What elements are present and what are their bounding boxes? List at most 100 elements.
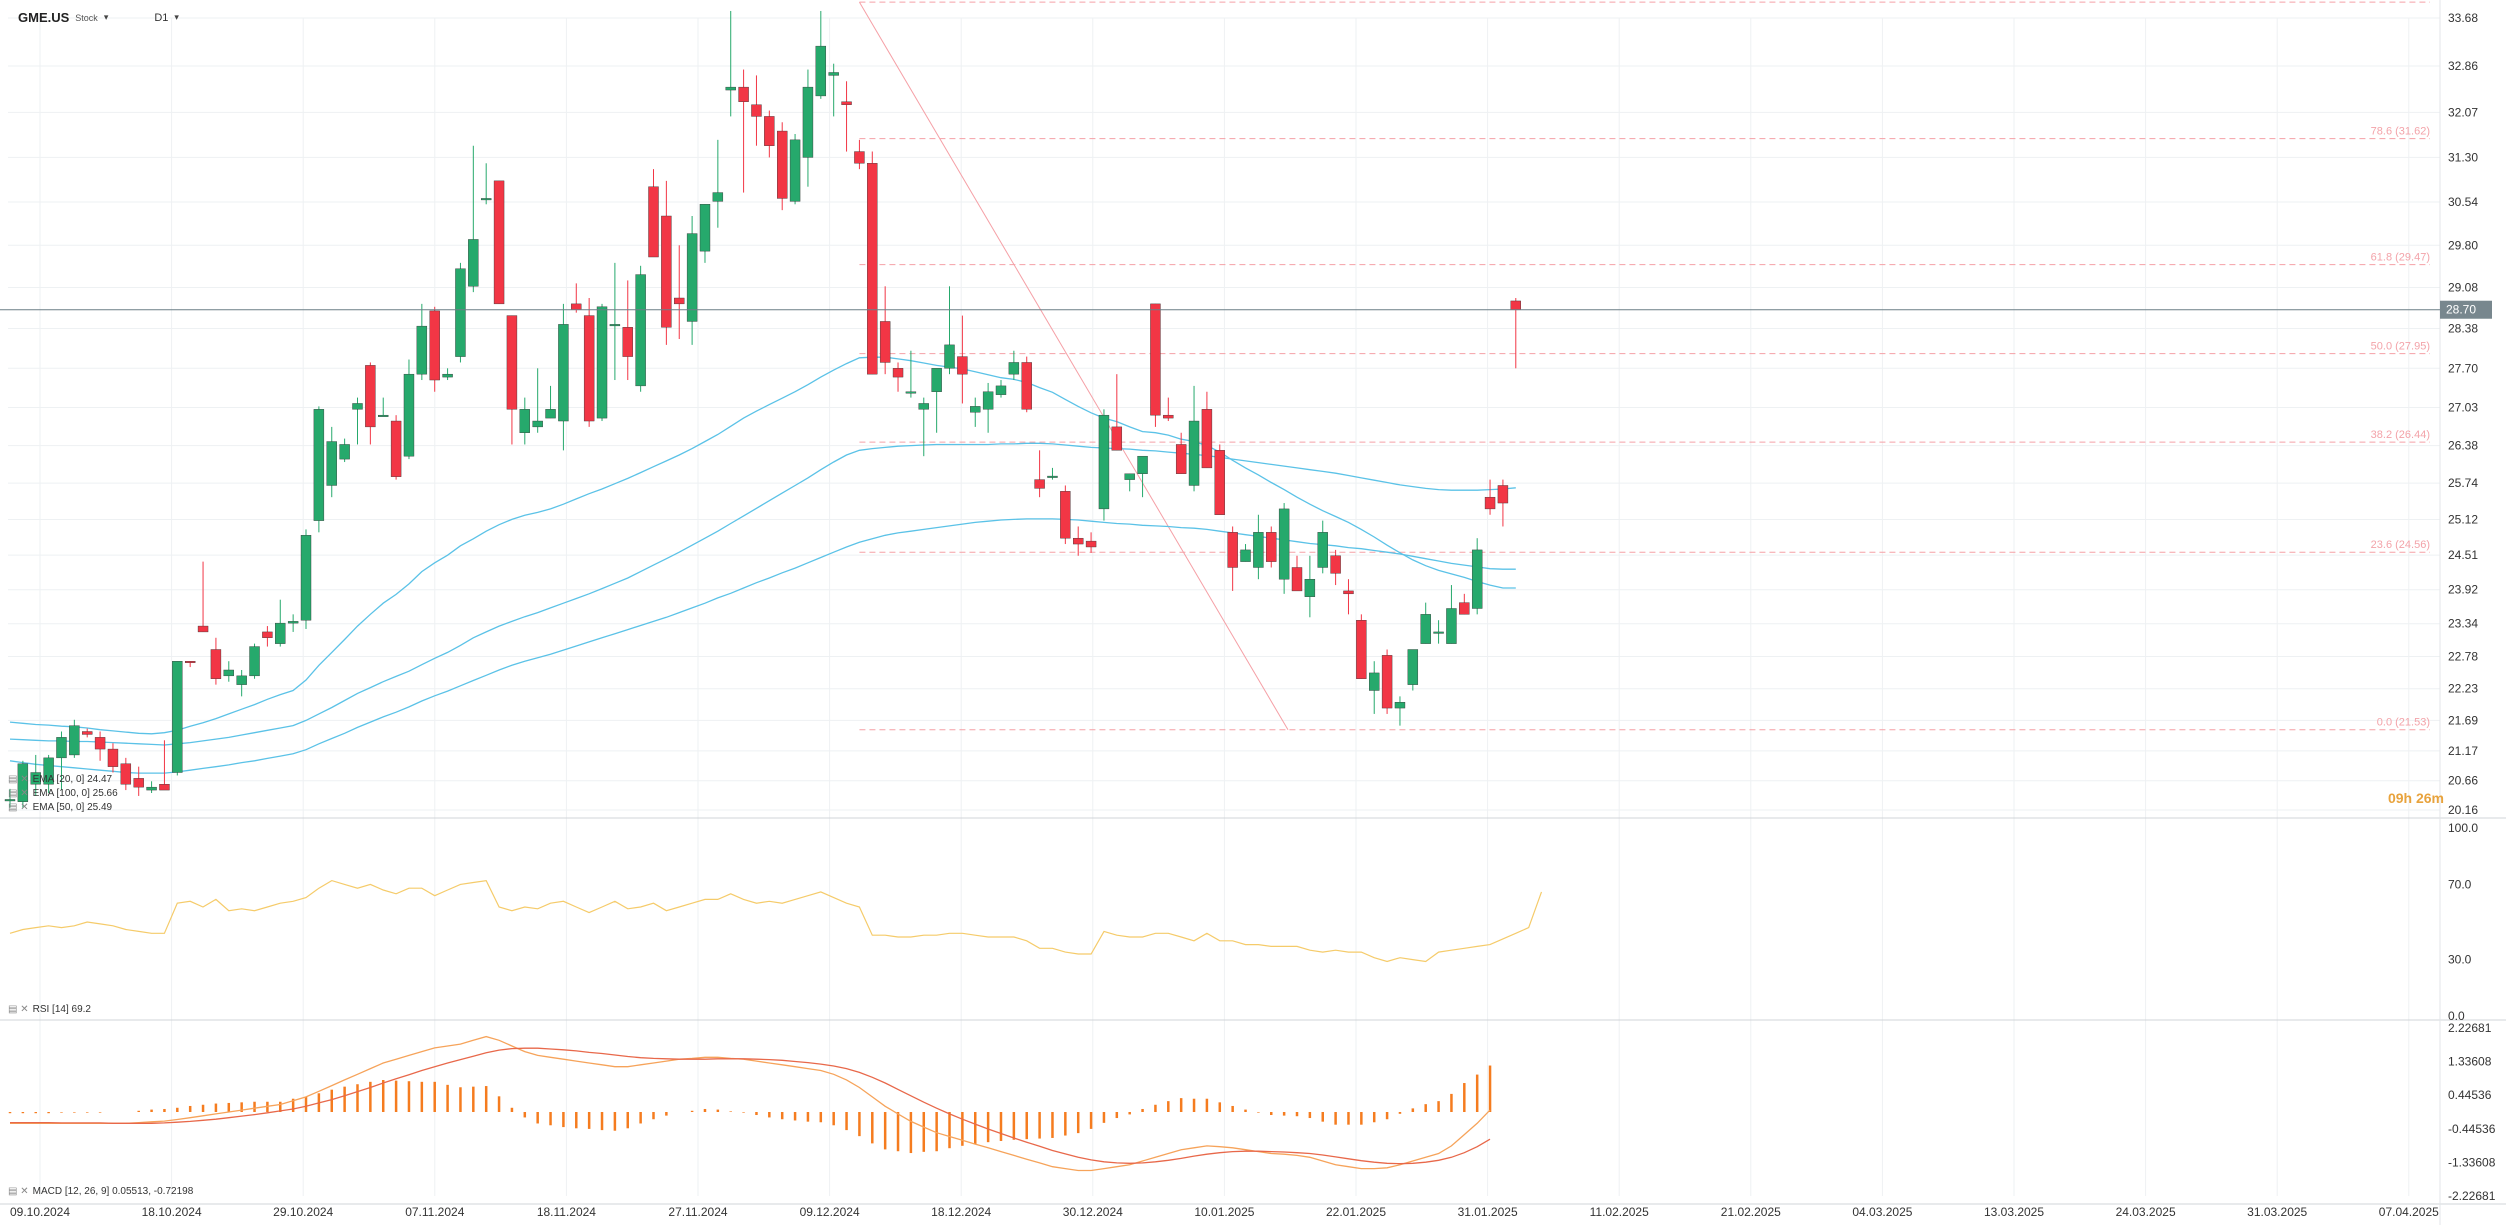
candle-bullish — [352, 397, 363, 445]
candle-bullish — [1407, 649, 1419, 691]
candle-body — [159, 784, 170, 791]
candle-bearish — [262, 626, 273, 647]
candle-bearish — [1266, 526, 1277, 568]
macd-axis-tick: -1.33608 — [2448, 1155, 2496, 1169]
candle-body — [1497, 485, 1509, 504]
candle-body — [82, 731, 93, 735]
candle-body — [262, 631, 273, 638]
ma-legend-3[interactable]: ▤ ✕ EMA [50, 0] 25.49 — [8, 802, 112, 813]
candle-body — [30, 772, 41, 785]
candle-bullish — [313, 406, 325, 533]
candle-bearish — [1085, 532, 1097, 553]
indicator-settings-icon[interactable]: ▤ ✕ — [8, 788, 29, 799]
candle-body — [1201, 409, 1213, 469]
candle-body — [1214, 450, 1225, 515]
candle-bearish — [1381, 649, 1393, 714]
candle-body — [1471, 549, 1483, 609]
candle-body — [1111, 426, 1123, 451]
indicator-settings-icon[interactable]: ▤ ✕ — [8, 1186, 29, 1197]
candle-body — [1240, 549, 1251, 562]
candle-body — [390, 420, 402, 477]
price-axis-tick: 27.70 — [2448, 361, 2478, 375]
date-axis-tick: 07.04.2025 — [2379, 1205, 2439, 1219]
candle-body — [1150, 303, 1161, 416]
candle-bearish — [738, 69, 749, 193]
macd-legend[interactable]: ▤ ✕ MACD [12, 26, 9] 0.05513, -0.72198 — [8, 1186, 193, 1197]
candle-bullish — [545, 385, 556, 419]
indicator-settings-icon[interactable]: ▤ ✕ — [8, 802, 29, 813]
candle-body — [1381, 655, 1393, 709]
candle-body — [558, 324, 569, 422]
candle-body — [867, 163, 878, 375]
rsi-legend[interactable]: ▤ ✕ RSI [14] 69.2 — [8, 1004, 91, 1015]
candle-body — [802, 86, 814, 158]
candle-bullish — [69, 719, 80, 758]
timeframe-label[interactable]: D1 — [154, 11, 169, 24]
candle-bullish — [223, 661, 234, 682]
candle-bullish — [558, 303, 569, 451]
price-axis-tick: 31.30 — [2448, 150, 2478, 164]
candle-bullish — [339, 438, 350, 463]
candle-body — [313, 409, 325, 521]
candle-bearish — [892, 362, 904, 392]
candle-body — [146, 786, 157, 791]
candle-body — [661, 215, 672, 328]
date-axis-tick: 21.02.2025 — [1721, 1205, 1781, 1219]
candle-body — [1407, 649, 1419, 685]
candle-bearish — [674, 245, 685, 340]
candle-body — [133, 778, 144, 788]
price-axis-tick: 21.17 — [2448, 744, 2478, 758]
candle-bearish — [1034, 450, 1045, 498]
candle-bearish — [107, 743, 119, 773]
candle-body — [699, 204, 711, 252]
candle-body — [674, 297, 685, 305]
candle-body — [622, 327, 633, 357]
ma-legend-1[interactable]: ▤ ✕ EMA [20, 0] 24.47 — [8, 774, 112, 785]
timeframe-dropdown-icon[interactable]: ▾ — [174, 12, 179, 22]
symbol-label[interactable]: GME.US — [18, 10, 70, 25]
candle-body — [841, 101, 852, 105]
candle-body — [648, 186, 659, 258]
ma-legend-2[interactable]: ▤ ✕ EMA [100, 0] 25.66 — [8, 788, 118, 799]
candle-body — [1253, 532, 1264, 568]
candle-bullish — [455, 262, 466, 363]
current-price-label: 28.70 — [2446, 303, 2476, 317]
rsi-axis-tick: 30.0 — [2448, 953, 2472, 967]
candle-bearish — [648, 169, 659, 258]
price-axis-tick: 23.34 — [2448, 617, 2478, 631]
indicator-settings-icon[interactable]: ▤ ✕ — [8, 774, 29, 785]
candle-body — [1266, 532, 1277, 562]
candle-bullish — [172, 661, 183, 776]
candle-body — [828, 72, 839, 76]
candle-bullish — [1394, 696, 1406, 726]
rsi-legend-label: RSI [14] 69.2 — [32, 1004, 91, 1015]
asset-type-label: Stock — [75, 12, 98, 23]
date-axis-tick: 18.10.2024 — [142, 1205, 202, 1219]
ema-20-legend-label: EMA [20, 0] 24.47 — [32, 774, 113, 785]
candle-body — [764, 116, 775, 146]
candle-body — [1356, 620, 1367, 679]
macd-pane — [8, 1035, 1492, 1172]
candle-body — [1369, 672, 1380, 691]
candle-body — [1188, 420, 1200, 486]
candle-bearish — [622, 280, 633, 381]
candle-body — [43, 757, 54, 785]
candle-bearish — [1150, 303, 1161, 427]
candle-bullish — [1008, 350, 1020, 381]
candle-bullish — [828, 63, 839, 117]
candle-body — [1317, 532, 1328, 568]
price-axis-tick: 27.03 — [2448, 401, 2478, 415]
candle-body — [480, 198, 492, 201]
candle-bearish — [1111, 374, 1123, 451]
indicator-settings-icon[interactable]: ▤ ✕ — [8, 1004, 29, 1015]
candle-bullish — [686, 216, 698, 345]
candle-body — [918, 403, 929, 410]
candle-body — [4, 799, 16, 802]
price-axis-tick: 20.66 — [2448, 774, 2478, 788]
date-axis-tick: 09.12.2024 — [800, 1205, 860, 1219]
candle-bullish — [416, 303, 428, 381]
candle-body — [854, 151, 865, 164]
candle-bullish — [1124, 473, 1135, 492]
symbol-dropdown-icon[interactable]: ▾ — [103, 12, 109, 22]
